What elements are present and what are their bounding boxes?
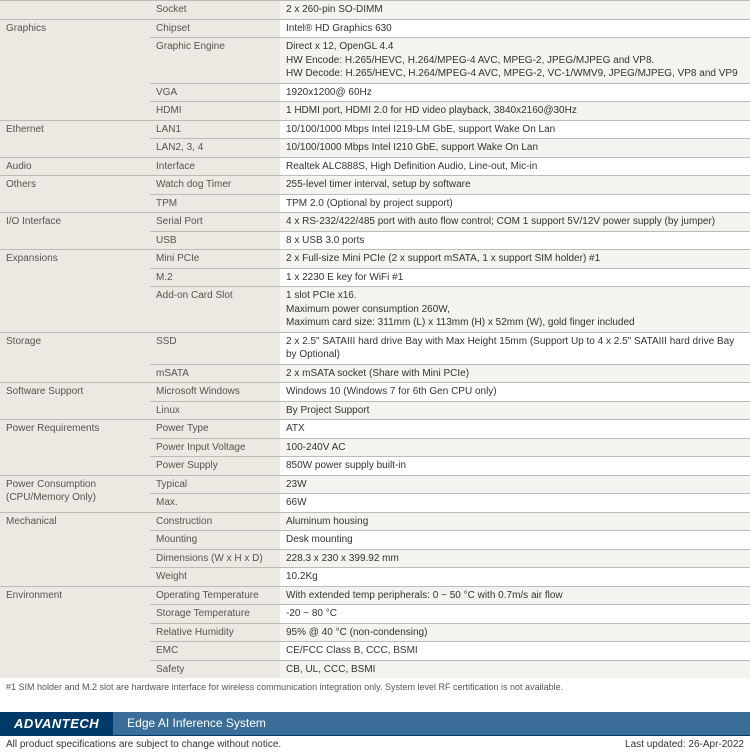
brand-band: ADVANTECH Edge AI Inference System [0,712,750,735]
subcategory-cell: SSD [150,332,280,364]
subcategory-cell: VGA [150,83,280,102]
value-cell: 10/100/1000 Mbps Intel I210 GbE, support… [280,139,750,158]
brand-logo: ADVANTECH [0,712,113,735]
value-cell: 66W [280,494,750,513]
subcategory-cell: Dimensions (W x H x D) [150,549,280,568]
value-cell: 10.2Kg [280,568,750,587]
subcategory-cell: Storage Temperature [150,605,280,624]
value-cell: 1 x 2230 E key for WiFi #1 [280,268,750,287]
subcategory-cell: Safety [150,660,280,678]
subcategory-cell: Power Input Voltage [150,438,280,457]
value-cell: 2 x mSATA socket (Share with Mini PCIe) [280,364,750,383]
subcategory-cell: Add-on Card Slot [150,287,280,333]
footnote-text: #1 SIM holder and M.2 slot are hardware … [0,678,750,704]
subcategory-cell: Weight [150,568,280,587]
value-cell: 2 x 2.5" SATAIII hard drive Bay with Max… [280,332,750,364]
value-cell: 1 slot PCIe x16. Maximum power consumpti… [280,287,750,333]
value-cell: With extended temp peripherals: 0 ~ 50 °… [280,586,750,605]
value-cell: CE/FCC Class B, CCC, BSMI [280,642,750,661]
value-cell: 23W [280,475,750,494]
subcategory-cell: USB [150,231,280,250]
category-cell: Mechanical [0,512,150,586]
subcategory-cell: Socket [150,1,280,20]
subcategory-cell: Typical [150,475,280,494]
category-cell: Power Consumption (CPU/Memory Only) [0,475,150,512]
value-cell: Direct x 12, OpenGL 4.4 HW Encode: H.265… [280,38,750,84]
value-cell: ATX [280,420,750,439]
value-cell: 100-240V AC [280,438,750,457]
value-cell: By Project Support [280,401,750,420]
subcategory-cell: Power Type [150,420,280,439]
subcategory-cell: Power Supply [150,457,280,476]
subcategory-cell: LAN2, 3, 4 [150,139,280,158]
subcategory-cell: LAN1 [150,120,280,139]
category-cell: Power Requirements [0,420,150,476]
last-updated: Last updated: 26-Apr-2022 [625,739,744,750]
subcategory-cell: Operating Temperature [150,586,280,605]
value-cell: 4 x RS-232/422/485 port with auto flow c… [280,213,750,232]
subcategory-cell: EMC [150,642,280,661]
value-cell: 2 x Full-size Mini PCIe (2 x support mSA… [280,250,750,269]
subcategory-cell: Watch dog Timer [150,176,280,195]
value-cell: Intel® HD Graphics 630 [280,19,750,38]
value-cell: 1 HDMI port, HDMI 2.0 for HD video playb… [280,102,750,121]
subcategory-cell: Microsoft Windows [150,383,280,402]
subcategory-cell: Relative Humidity [150,623,280,642]
category-cell: Expansions [0,250,150,333]
subcategory-cell: Mounting [150,531,280,550]
subcategory-cell: Linux [150,401,280,420]
subcategory-cell: Construction [150,512,280,531]
subcategory-cell: Max. [150,494,280,513]
product-line: Edge AI Inference System [113,712,750,735]
subcategory-cell: TPM [150,194,280,213]
value-cell: 850W power supply built-in [280,457,750,476]
value-cell: 95% @ 40 °C (non-condensing) [280,623,750,642]
value-cell: 8 x USB 3.0 ports [280,231,750,250]
value-cell: 228.3 x 230 x 399.92 mm [280,549,750,568]
subcategory-cell: Chipset [150,19,280,38]
disclaimer-text: All product specifications are subject t… [6,739,281,750]
value-cell: CB, UL, CCC, BSMI [280,660,750,678]
spec-table: Socket2 x 260-pin SO-DIMM GraphicsChipset… [0,0,750,678]
value-cell: 255-level timer interval, setup by softw… [280,176,750,195]
value-cell: TPM 2.0 (Optional by project support) [280,194,750,213]
category-cell: Environment [0,586,150,678]
footer-line: All product specifications are subject t… [0,735,750,753]
value-cell: Windows 10 (Windows 7 for 6th Gen CPU on… [280,383,750,402]
category-cell: Software Support [0,383,150,420]
category-cell: Audio [0,157,150,176]
subcategory-cell: HDMI [150,102,280,121]
subcategory-cell: Interface [150,157,280,176]
value-cell: -20 ~ 80 °C [280,605,750,624]
subcategory-cell: M.2 [150,268,280,287]
category-cell: I/O Interface [0,213,150,250]
subcategory-cell: Serial Port [150,213,280,232]
value-cell: Desk mounting [280,531,750,550]
category-cell: Others [0,176,150,213]
subcategory-cell: mSATA [150,364,280,383]
subcategory-cell: Graphic Engine [150,38,280,84]
subcategory-cell: Mini PCIe [150,250,280,269]
value-cell: Realtek ALC888S, High Definition Audio, … [280,157,750,176]
value-cell: 1920x1200@ 60Hz [280,83,750,102]
category-cell: Storage [0,332,150,383]
category-cell: Graphics [0,19,150,120]
value-cell: 10/100/1000 Mbps Intel I219-LM GbE, supp… [280,120,750,139]
category-cell: Ethernet [0,120,150,157]
value-cell: Aluminum housing [280,512,750,531]
category-cell [0,1,150,20]
value-cell: 2 x 260-pin SO-DIMM [280,1,750,20]
